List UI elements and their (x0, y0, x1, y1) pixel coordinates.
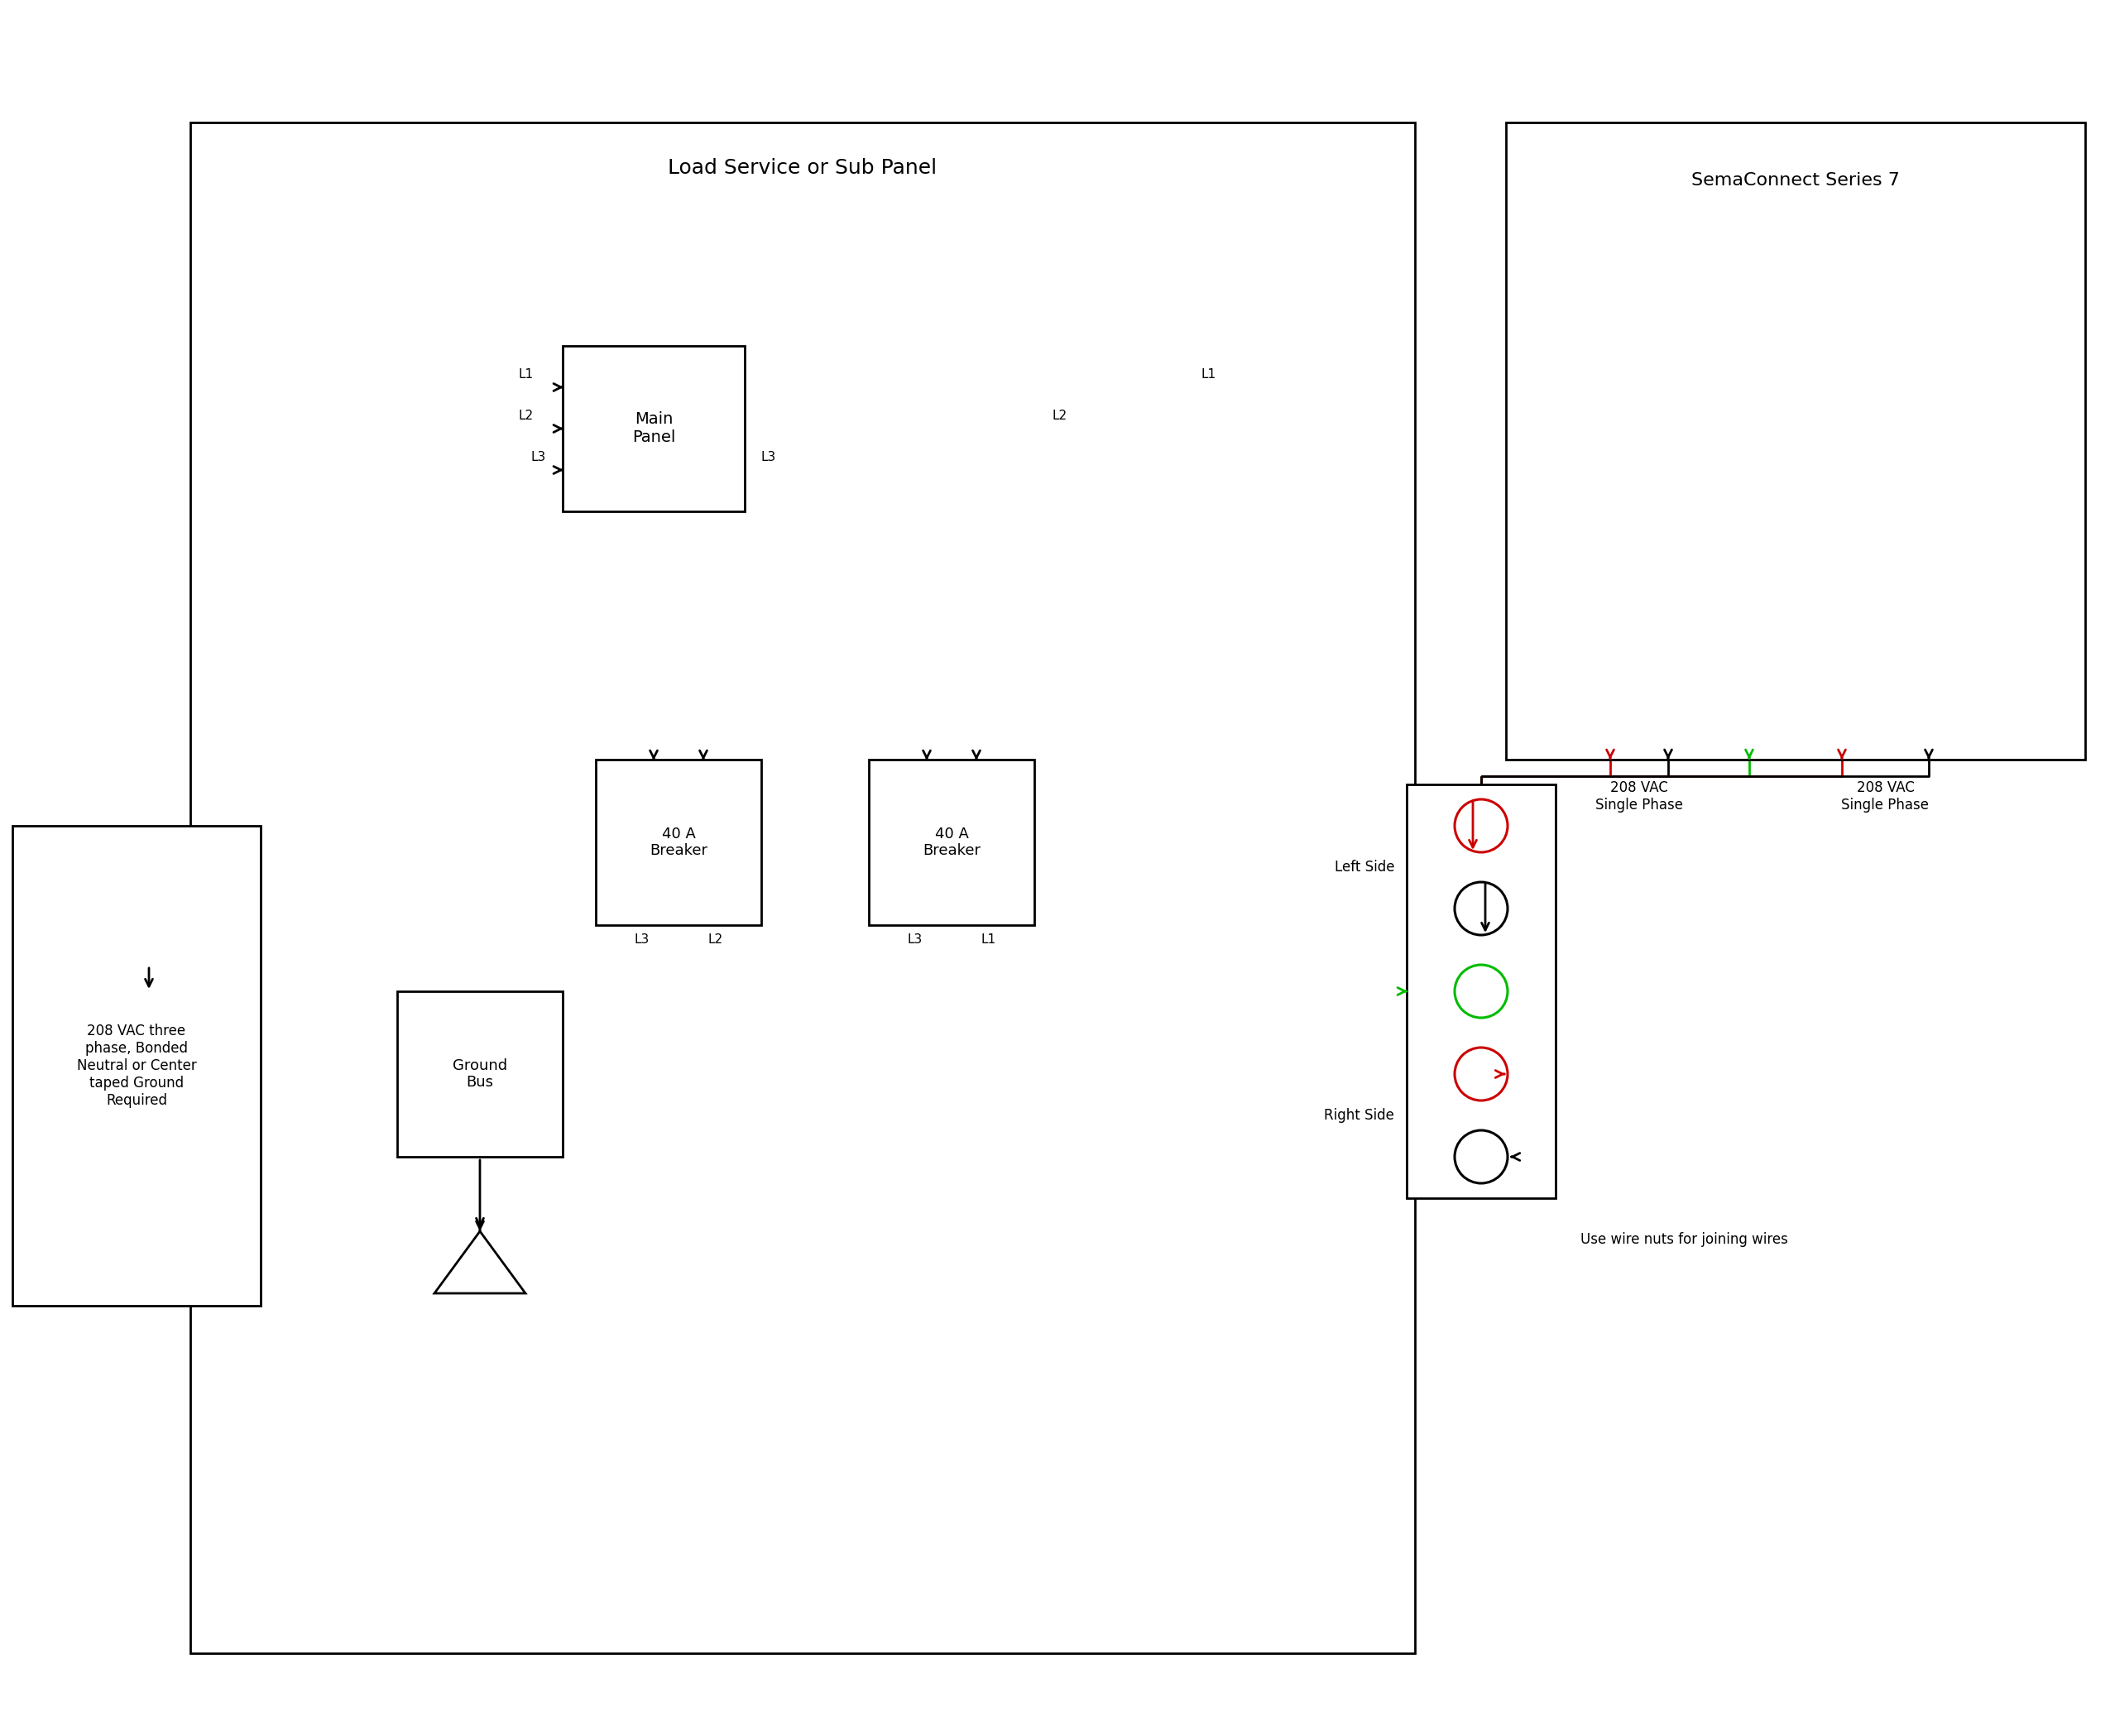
Bar (1507, 123, 2085, 760)
Text: L2: L2 (519, 410, 534, 422)
Circle shape (1454, 799, 1509, 852)
Text: L3: L3 (532, 451, 546, 464)
Bar (397, 991, 563, 1156)
Text: Left Side: Left Side (1334, 859, 1395, 875)
Text: 208 VAC
Single Phase: 208 VAC Single Phase (1595, 779, 1684, 812)
Circle shape (1454, 1047, 1509, 1101)
Text: Right Side: Right Side (1325, 1108, 1395, 1123)
Text: L3: L3 (635, 934, 650, 946)
Text: SemaConnect Series 7: SemaConnect Series 7 (1692, 172, 1899, 189)
Bar (869, 760, 1034, 925)
Text: L2: L2 (1053, 410, 1068, 422)
Text: L3: L3 (762, 451, 776, 464)
Text: 40 A
Breaker: 40 A Breaker (922, 826, 981, 858)
Bar (190, 123, 1416, 1653)
Text: L3: L3 (907, 934, 922, 946)
Text: Ground
Bus: Ground Bus (452, 1057, 506, 1090)
Circle shape (1454, 965, 1509, 1017)
Text: 208 VAC
Single Phase: 208 VAC Single Phase (1842, 779, 1929, 812)
Circle shape (1454, 1130, 1509, 1184)
Text: L1: L1 (981, 934, 996, 946)
Bar (595, 760, 762, 925)
Text: Main
Panel: Main Panel (633, 411, 675, 446)
Bar (1407, 785, 1555, 1198)
Text: Use wire nuts for joining wires: Use wire nuts for joining wires (1580, 1233, 1787, 1246)
Text: L2: L2 (707, 934, 722, 946)
Bar (563, 345, 745, 512)
Text: 208 VAC three
phase, Bonded
Neutral or Center
taped Ground
Required: 208 VAC three phase, Bonded Neutral or C… (76, 1024, 196, 1108)
Text: Load Service or Sub Panel: Load Service or Sub Panel (669, 158, 937, 177)
Text: L1: L1 (519, 368, 534, 380)
Text: 40 A
Breaker: 40 A Breaker (650, 826, 707, 858)
Circle shape (1454, 882, 1509, 936)
Text: L1: L1 (1201, 368, 1215, 380)
Bar (13, 826, 262, 1305)
